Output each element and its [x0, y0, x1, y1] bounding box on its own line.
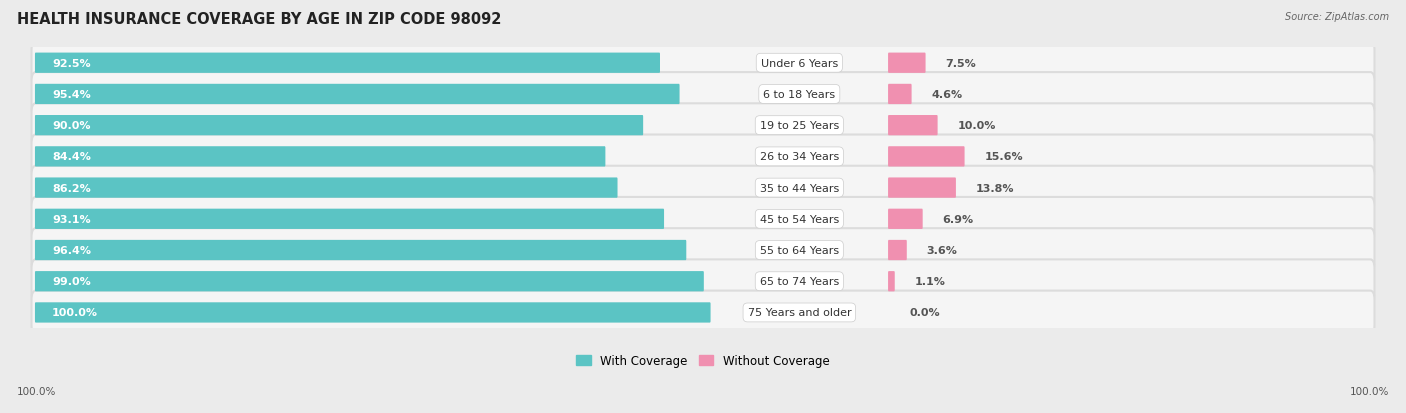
- FancyBboxPatch shape: [31, 166, 1375, 210]
- Text: 4.6%: 4.6%: [932, 90, 963, 100]
- Text: 55 to 64 Years: 55 to 64 Years: [759, 245, 839, 255]
- FancyBboxPatch shape: [31, 197, 1375, 241]
- Text: 84.4%: 84.4%: [52, 152, 91, 162]
- FancyBboxPatch shape: [889, 116, 938, 136]
- Text: Source: ZipAtlas.com: Source: ZipAtlas.com: [1285, 12, 1389, 22]
- Text: 75 Years and older: 75 Years and older: [748, 308, 851, 318]
- Text: 65 to 74 Years: 65 to 74 Years: [759, 277, 839, 287]
- FancyBboxPatch shape: [35, 178, 617, 198]
- Text: 15.6%: 15.6%: [984, 152, 1024, 162]
- Text: 6.9%: 6.9%: [942, 214, 974, 224]
- Text: 6 to 18 Years: 6 to 18 Years: [763, 90, 835, 100]
- FancyBboxPatch shape: [31, 135, 1375, 179]
- FancyBboxPatch shape: [31, 291, 1375, 335]
- Text: 13.8%: 13.8%: [976, 183, 1014, 193]
- Text: 35 to 44 Years: 35 to 44 Years: [759, 183, 839, 193]
- Text: 100.0%: 100.0%: [17, 387, 56, 396]
- FancyBboxPatch shape: [889, 178, 956, 198]
- Text: 26 to 34 Years: 26 to 34 Years: [759, 152, 839, 162]
- Text: 90.0%: 90.0%: [52, 121, 90, 131]
- Text: 3.6%: 3.6%: [927, 245, 957, 255]
- Text: 95.4%: 95.4%: [52, 90, 91, 100]
- Text: 0.0%: 0.0%: [910, 308, 941, 318]
- Text: 10.0%: 10.0%: [957, 121, 995, 131]
- Text: 86.2%: 86.2%: [52, 183, 91, 193]
- Text: 19 to 25 Years: 19 to 25 Years: [759, 121, 839, 131]
- FancyBboxPatch shape: [889, 271, 894, 292]
- FancyBboxPatch shape: [35, 116, 643, 136]
- Text: 100.0%: 100.0%: [52, 308, 98, 318]
- Text: 7.5%: 7.5%: [945, 59, 976, 69]
- FancyBboxPatch shape: [31, 73, 1375, 116]
- Text: 45 to 54 Years: 45 to 54 Years: [759, 214, 839, 224]
- FancyBboxPatch shape: [35, 53, 659, 74]
- Text: 96.4%: 96.4%: [52, 245, 91, 255]
- Text: HEALTH INSURANCE COVERAGE BY AGE IN ZIP CODE 98092: HEALTH INSURANCE COVERAGE BY AGE IN ZIP …: [17, 12, 502, 27]
- Legend: With Coverage, Without Coverage: With Coverage, Without Coverage: [576, 354, 830, 367]
- Text: 93.1%: 93.1%: [52, 214, 91, 224]
- FancyBboxPatch shape: [889, 209, 922, 229]
- Text: 99.0%: 99.0%: [52, 277, 91, 287]
- FancyBboxPatch shape: [31, 42, 1375, 85]
- FancyBboxPatch shape: [889, 240, 907, 261]
- FancyBboxPatch shape: [889, 85, 911, 105]
- FancyBboxPatch shape: [31, 104, 1375, 148]
- FancyBboxPatch shape: [31, 260, 1375, 304]
- FancyBboxPatch shape: [35, 209, 664, 229]
- FancyBboxPatch shape: [889, 53, 925, 74]
- FancyBboxPatch shape: [35, 147, 606, 167]
- Text: 92.5%: 92.5%: [52, 59, 91, 69]
- FancyBboxPatch shape: [35, 271, 704, 292]
- FancyBboxPatch shape: [889, 147, 965, 167]
- Text: 1.1%: 1.1%: [915, 277, 946, 287]
- FancyBboxPatch shape: [35, 303, 710, 323]
- FancyBboxPatch shape: [31, 229, 1375, 272]
- FancyBboxPatch shape: [35, 240, 686, 261]
- Text: 100.0%: 100.0%: [1350, 387, 1389, 396]
- Text: Under 6 Years: Under 6 Years: [761, 59, 838, 69]
- FancyBboxPatch shape: [35, 85, 679, 105]
